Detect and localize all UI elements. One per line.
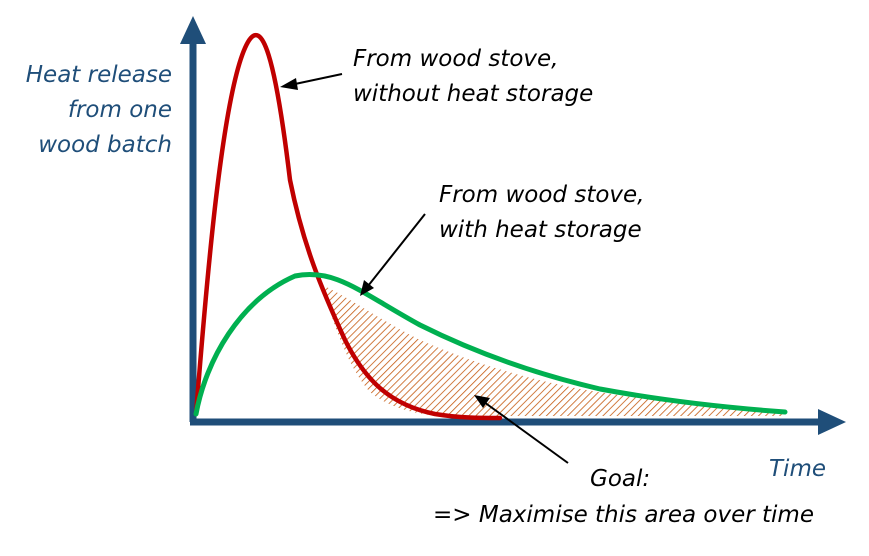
y-axis-label-line-3: wood batch [38, 132, 172, 158]
arrow-goal-shaft [483, 401, 569, 464]
x-axis-arrowhead [818, 409, 846, 435]
annotation-without-storage: From wood stove, without heat storage [353, 42, 593, 112]
annotation-with-storage-line-1: From wood stove, [439, 182, 645, 208]
curve-without-storage [193, 33, 503, 421]
y-axis-label-line-2: from one [67, 97, 172, 123]
curve-with-storage [193, 272, 788, 417]
annotation-goal-title: Goal: [590, 466, 651, 492]
arrow-goal-head [474, 395, 490, 408]
annotation-without-storage-line-1: From wood stove, [353, 46, 559, 72]
annotation-goal-text: => Maximise this area over time [433, 502, 814, 528]
annotation-with-storage-line-2: with heat storage [439, 217, 642, 243]
annotation-with-storage: From wood stove, with heat storage [439, 178, 644, 248]
x-axis-label: Time [769, 456, 826, 482]
goal-area [322, 285, 785, 416]
annotation-without-storage-line-2: without heat storage [353, 81, 594, 107]
arrow-with-storage-head [360, 280, 374, 296]
y-axis-arrowhead [180, 16, 206, 44]
arrow-without-storage-shaft [294, 73, 343, 85]
arrow-without-storage-head [280, 78, 298, 90]
y-axis-label: Heat release from one wood batch [0, 58, 172, 163]
y-axis-label-line-1: Heat release [25, 62, 172, 88]
arrow-with-storage-shaft [367, 213, 426, 287]
